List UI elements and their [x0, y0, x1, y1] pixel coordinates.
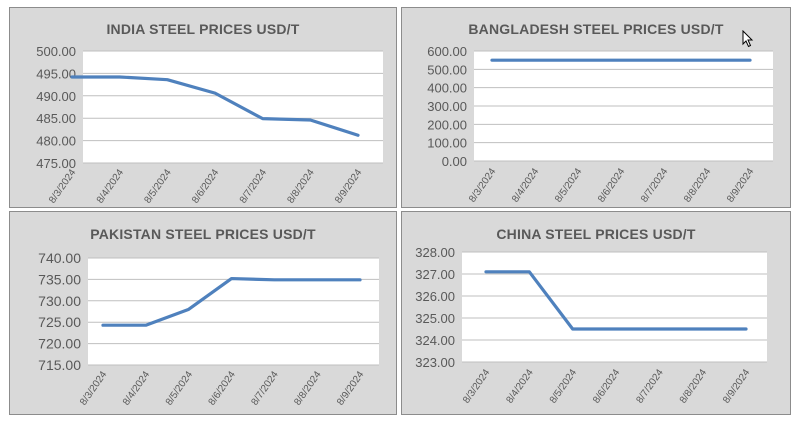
x-tick-label: 8/3/2024: [461, 367, 493, 406]
y-tick-label: 735.00: [38, 271, 81, 287]
chart-title: INDIA STEEL PRICES USD/T: [106, 21, 300, 37]
y-tick-label: 328.00: [415, 245, 455, 260]
x-tick-label: 8/5/2024: [553, 166, 585, 205]
china-chart-svg: 323.00 324.00 325.00 326.00 327.00 328.00 8/3/…: [415, 245, 767, 406]
y-tick-label: 100.00: [427, 136, 467, 151]
x-tick-label: 8/5/2024: [164, 369, 196, 408]
x-tick-label: 8/9/2024: [335, 369, 367, 408]
series-line: [484, 270, 748, 331]
y-tick-label: 600.00: [427, 44, 467, 59]
y-tick-label: 740.00: [38, 250, 81, 266]
india-chart-panel: INDIA STEEL PRICES USD/T 475.00 480.00 485…: [9, 7, 397, 208]
x-tick-label: 8/4/2024: [504, 367, 536, 406]
y-tick-label: 475.00: [36, 156, 76, 171]
x-tick-label: 8/3/2024: [78, 369, 110, 408]
x-tick-label: 8/4/2024: [121, 369, 153, 408]
y-tick-label: 490.00: [36, 89, 76, 104]
china-chart-panel: CHINA STEEL PRICES USD/T 323.00 324.00 325…: [401, 211, 791, 415]
mouse-pointer-icon: [742, 29, 754, 53]
y-tick-label: 400.00: [427, 81, 467, 96]
y-tick-label: 720.00: [38, 336, 81, 352]
x-tick-label: 8/8/2024: [292, 369, 324, 408]
x-tick-label: 8/4/2024: [95, 167, 127, 206]
x-tick-label: 8/7/2024: [634, 367, 666, 406]
series-line: [70, 75, 360, 137]
x-tick-label: 8/6/2024: [190, 167, 222, 206]
bangladesh-chart-panel: BANGLADESH STEEL PRICES USD/T 0.00 100.00…: [401, 7, 791, 208]
india-chart-svg: 475.00 480.00 485.00 490.00 495.00 500.00 8/3/…: [36, 44, 383, 206]
x-tick-label: 8/8/2024: [682, 166, 714, 205]
y-tick-label: 300.00: [427, 99, 467, 114]
x-tick-label: 8/9/2024: [333, 167, 365, 206]
chart-title: BANGLADESH STEEL PRICES USD/T: [468, 21, 724, 37]
y-tick-label: 500.00: [427, 62, 467, 77]
y-tick-label: 730.00: [38, 293, 81, 309]
y-tick-label: 326.00: [415, 289, 455, 304]
x-tick-label: 8/4/2024: [510, 166, 542, 205]
chart-title: CHINA STEEL PRICES USD/T: [496, 226, 696, 242]
y-tick-label: 480.00: [36, 134, 76, 149]
x-tick-label: 8/7/2024: [238, 167, 270, 206]
x-tick-label: 8/7/2024: [639, 166, 671, 205]
y-tick-label: 715.00: [38, 357, 81, 373]
x-tick-label: 8/8/2024: [285, 167, 317, 206]
x-tick-label: 8/6/2024: [591, 367, 623, 406]
y-tick-label: 495.00: [36, 66, 76, 81]
x-tick-label: 8/5/2024: [548, 367, 580, 406]
chart-title: PAKISTAN STEEL PRICES USD/T: [90, 226, 316, 242]
x-tick-label: 8/3/2024: [47, 167, 79, 206]
x-tick-label: 8/5/2024: [142, 167, 174, 206]
x-tick-label: 8/3/2024: [467, 166, 499, 205]
y-tick-label: 324.00: [415, 333, 455, 348]
x-tick-label: 8/6/2024: [596, 166, 628, 205]
y-tick-label: 325.00: [415, 311, 455, 326]
x-tick-label: 8/7/2024: [249, 369, 281, 408]
y-tick-label: 323.00: [415, 355, 455, 370]
x-tick-label: 8/8/2024: [678, 367, 710, 406]
bangladesh-chart-svg: 0.00 100.00 200.00 300.00 400.00 500.00 600.00…: [427, 44, 773, 205]
x-tick-label: 8/6/2024: [207, 369, 239, 408]
series-line: [101, 276, 362, 327]
y-tick-label: 500.00: [36, 44, 76, 59]
y-tick-label: 200.00: [427, 117, 467, 132]
pakistan-chart-panel: PAKISTAN STEEL PRICES USD/T 715.00 720.00…: [9, 211, 397, 415]
x-tick-label: 8/9/2024: [721, 367, 753, 406]
x-tick-label: 8/9/2024: [725, 166, 757, 205]
y-tick-label: 0.00: [442, 154, 467, 169]
pakistan-chart-svg: 715.00 720.00 725.00 730.00 735.00 740.00 8/3/…: [38, 250, 379, 408]
y-tick-label: 327.00: [415, 267, 455, 282]
y-tick-label: 725.00: [38, 314, 81, 330]
y-tick-label: 485.00: [36, 111, 76, 126]
plot-area: [83, 51, 383, 163]
plot-area: [88, 258, 379, 365]
plot-area: [462, 252, 767, 362]
